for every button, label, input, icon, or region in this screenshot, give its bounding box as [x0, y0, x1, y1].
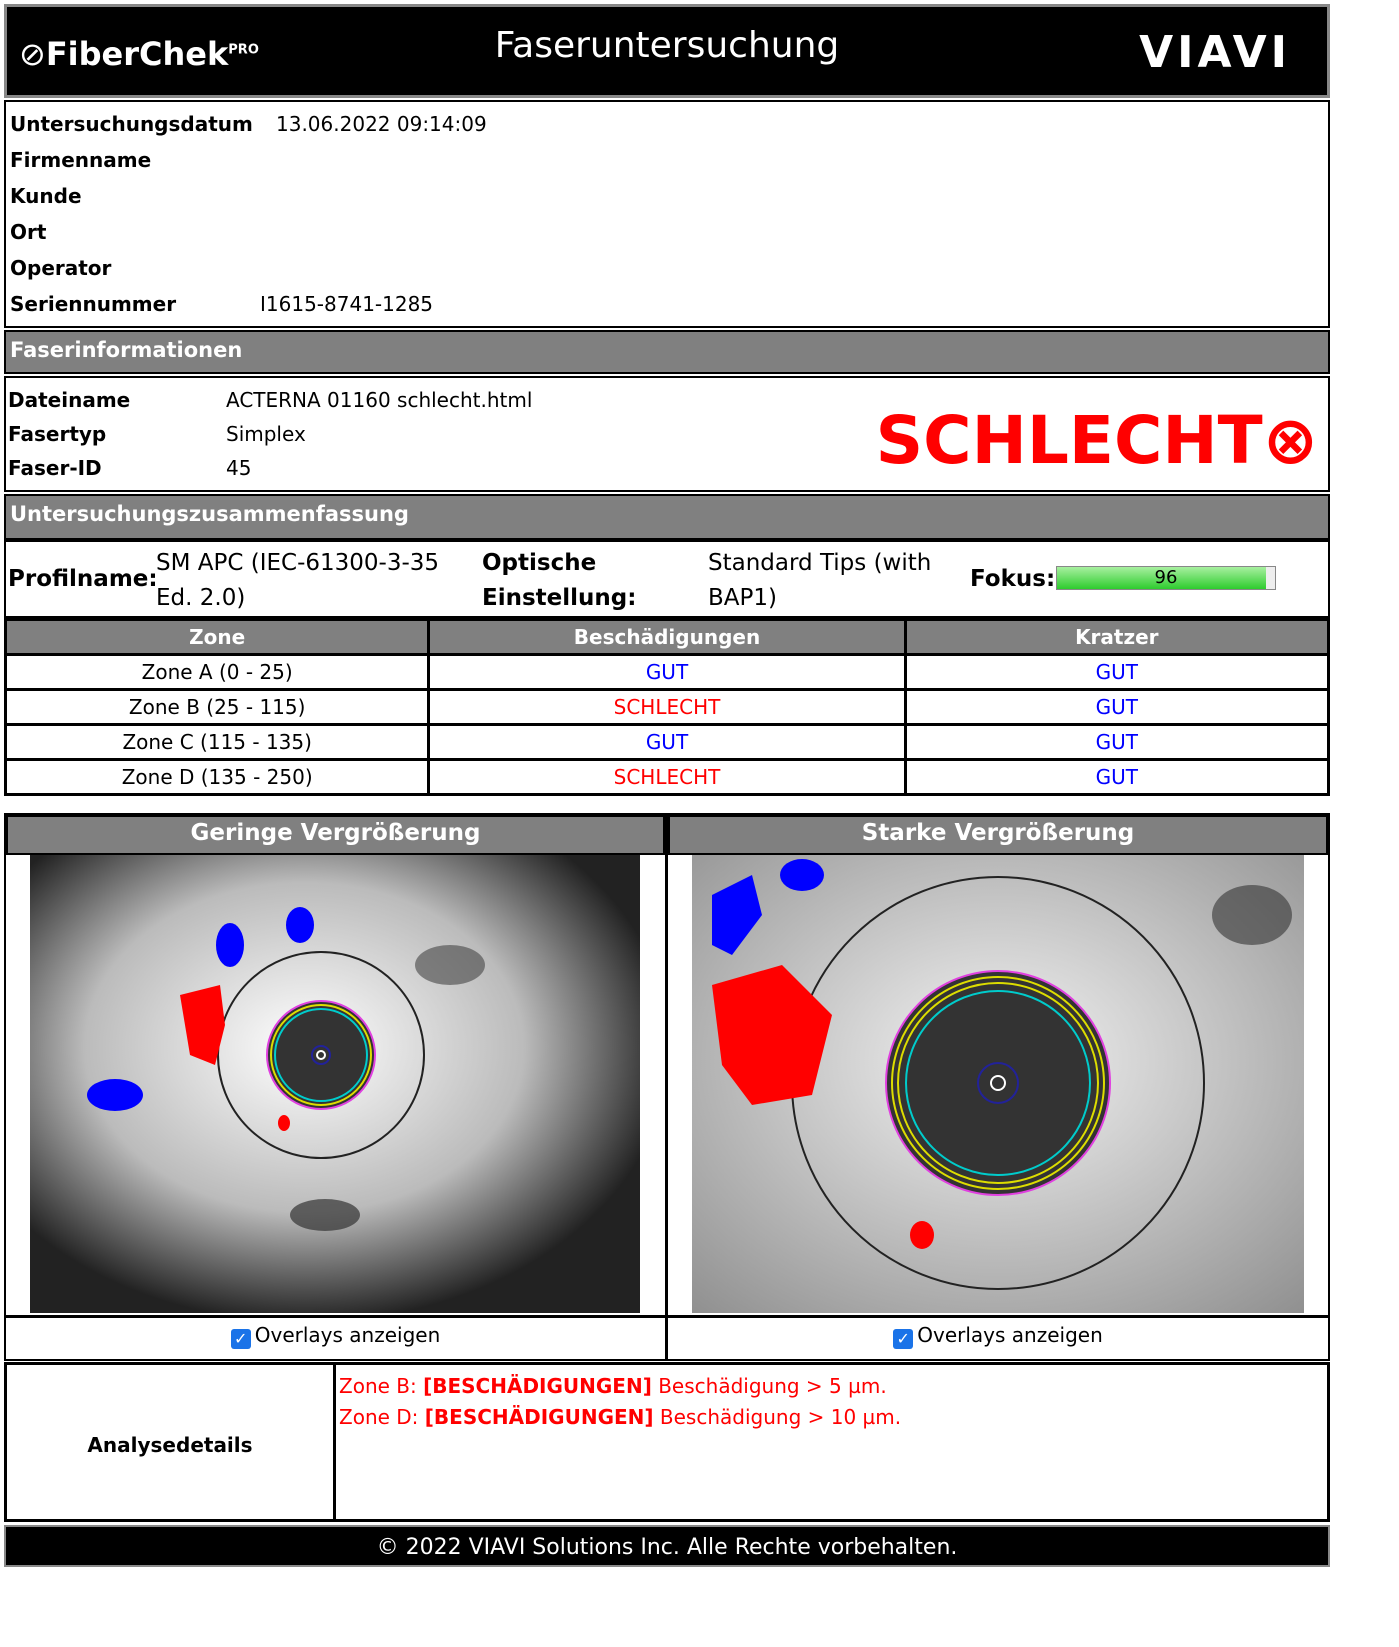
fiber-info: SCHLECHT⊗ Dateiname ACTERNA 01160 schlech… [4, 376, 1330, 492]
footer: © 2022 VIAVI Solutions Inc. Alle Rechte … [4, 1525, 1330, 1567]
table-cell: Zone D (135 - 250) [6, 760, 429, 795]
table-cell: GUT [905, 655, 1328, 690]
overlay-toggle[interactable]: ✓Overlays anzeigen [668, 1323, 1328, 1349]
field-value: 13.06.2022 09:14:09 [276, 112, 487, 136]
field-label: Kunde [10, 184, 82, 208]
analysis-label: Analysedetails [7, 1433, 333, 1457]
optics-label: Optische Einstellung: [482, 546, 672, 616]
analysis-lines: Zone B: [BESCHÄDIGUNGEN] Beschädigung > … [339, 1371, 901, 1433]
table-cell: SCHLECHT [429, 760, 905, 795]
zone: Zone B: [339, 1374, 417, 1398]
table-cell: GUT [429, 655, 905, 690]
zone: Zone D: [339, 1405, 418, 1429]
focus-bar: 96 [1056, 566, 1276, 590]
focus-value: 96 [1057, 567, 1275, 588]
divider [6, 1315, 665, 1318]
overlay-label: Overlays anzeigen [917, 1323, 1103, 1347]
table-cell: GUT [905, 760, 1328, 795]
field-value: I1615-8741-1285 [260, 292, 433, 316]
fiber-image-high [692, 855, 1304, 1313]
table-cell: Zone B (25 - 115) [6, 690, 429, 725]
result-text: SCHLECHT [876, 402, 1263, 479]
field-value: Simplex [226, 422, 306, 446]
summary: Profilname: SM APC (IEC-61300-3-35 Ed. 2… [4, 540, 1330, 618]
analysis: Analysedetails Zone B: [BESCHÄDIGUNGEN] … [4, 1362, 1330, 1522]
fiber-image-low [30, 855, 640, 1313]
tag: [BESCHÄDIGUNGEN] [425, 1405, 654, 1429]
logo: VIAVI [1139, 27, 1291, 78]
section-title: Untersuchungszusammenfassung [4, 494, 1330, 540]
divider [668, 1315, 1328, 1318]
image-title: Starke Vergrößerung [668, 815, 1328, 855]
analysis-line: Zone D: [BESCHÄDIGUNGEN] Beschädigung > … [339, 1402, 901, 1433]
image-title: Geringe Vergrößerung [6, 815, 665, 855]
table-cell: Zone A (0 - 25) [6, 655, 429, 690]
header: ⊘FiberChekPRO Faseruntersuchung VIAVI [4, 4, 1330, 98]
table-cell: SCHLECHT [429, 690, 905, 725]
field-label: Dateiname [8, 388, 130, 412]
focus-label: Fokus: [970, 566, 1055, 592]
field-label: Seriennummer [10, 292, 176, 316]
analysis-line: Zone B: [BESCHÄDIGUNGEN] Beschädigung > … [339, 1371, 901, 1402]
section-title: Faserinformationen [4, 330, 1330, 374]
column-header: Beschädigungen [429, 620, 905, 655]
field-label: Faser-ID [8, 456, 102, 480]
detail: Beschädigung > 5 µm. [658, 1374, 887, 1398]
page-title: Faseruntersuchung [7, 25, 1327, 66]
table-cell: GUT [429, 725, 905, 760]
field-value: ACTERNA 01160 schlecht.html [226, 388, 532, 412]
profile-value: SM APC (IEC-61300-3-35 Ed. 2.0) [156, 546, 461, 616]
column-header: Kratzer [905, 620, 1328, 655]
divider [333, 1365, 336, 1519]
optics-value: Standard Tips (with BAP1) [708, 546, 958, 616]
profile-label: Profilname: [8, 566, 158, 592]
report: ⊘FiberChekPRO Faseruntersuchung VIAVI Un… [0, 0, 1399, 1647]
overlay-toggle[interactable]: ✓Overlays anzeigen [6, 1323, 665, 1349]
field-label: Firmenname [10, 148, 151, 172]
result: SCHLECHT⊗ [876, 402, 1318, 479]
inspection-info: Untersuchungsdatum 13.06.2022 09:14:09 Fir… [4, 100, 1330, 328]
field-label: Untersuchungsdatum [10, 112, 253, 136]
table-cell: GUT [905, 725, 1328, 760]
images: Geringe Vergrößerung Starke Vergrößerung [4, 813, 1330, 1361]
field-label: Ort [10, 220, 46, 244]
column-header: Zone [6, 620, 429, 655]
divider [665, 815, 668, 1359]
overlay-label: Overlays anzeigen [255, 1323, 441, 1347]
detail: Beschädigung > 10 µm. [660, 1405, 901, 1429]
field-label: Operator [10, 256, 111, 280]
field-value: 45 [226, 456, 251, 480]
tag: [BESCHÄDIGUNGEN] [423, 1374, 652, 1398]
table-cell: Zone C (115 - 135) [6, 725, 429, 760]
table-cell: GUT [905, 690, 1328, 725]
field-label: Fasertyp [8, 422, 106, 446]
